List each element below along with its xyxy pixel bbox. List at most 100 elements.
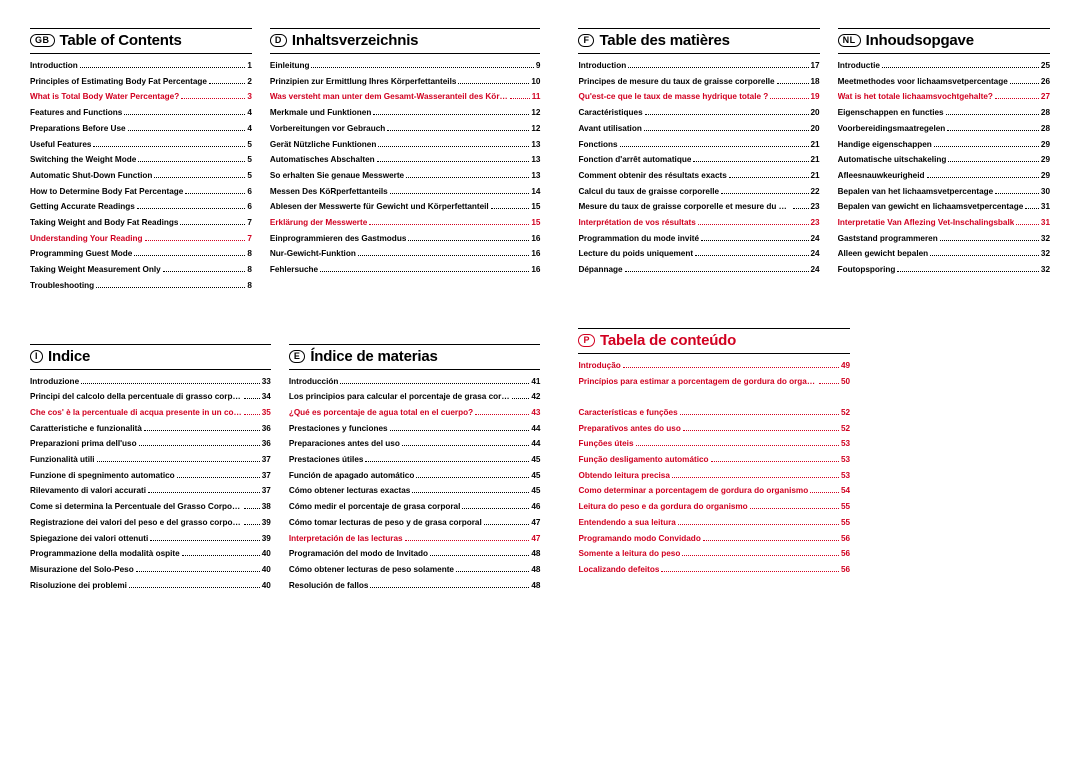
entry-page: 46	[531, 503, 540, 511]
entry-page: 8	[247, 266, 252, 274]
toc-entry: Programación del modo de Invitado48	[289, 550, 541, 558]
toc-entry: Cómo obtener lecturas de peso solamente4…	[289, 566, 541, 574]
lang-badge: GB	[30, 34, 55, 47]
title-text: Table of Contents	[60, 32, 182, 49]
entry-title: Somente a leitura do peso	[578, 550, 680, 558]
block-title: FTable des matières	[578, 28, 819, 54]
entry-title: Funzionalità utili	[30, 456, 95, 464]
entry-page: 1	[247, 62, 252, 70]
toc-entry: Getting Accurate Readings6	[30, 203, 252, 211]
dots	[456, 571, 529, 572]
entry-page: 24	[811, 266, 820, 274]
entry-page: 54	[841, 487, 850, 495]
entry-title: Foutopsporing	[838, 266, 896, 274]
entry-page: 7	[247, 219, 252, 227]
toc-entry: Introduction1	[30, 62, 252, 70]
toc-block: EÍndice de materiasIntroducción41Los pri…	[289, 344, 541, 598]
entry-page: 8	[247, 282, 252, 290]
dots	[405, 540, 530, 541]
toc-entry: Principles of Estimating Body Fat Percen…	[30, 78, 252, 86]
entry-title: Comment obtenir des résultats exacts	[578, 172, 726, 180]
dots	[180, 224, 245, 225]
entry-page: 37	[262, 487, 271, 495]
dots	[510, 98, 530, 99]
entry-title: Ablesen der Messwerte für Gewicht und Kö…	[270, 203, 489, 211]
entry-page: 30	[1041, 188, 1050, 196]
lang-badge: E	[289, 350, 306, 363]
entry-title: Qu'est-ce que le taux de masse hydrique …	[578, 93, 768, 101]
entry-title: Useful Features	[30, 141, 91, 149]
entry-title: Afleesnauwkeurigheid	[838, 172, 925, 180]
entry-page: 14	[531, 188, 540, 196]
entry-title: Was versteht man unter dem Gesamt-Wasser…	[270, 93, 508, 101]
entry-title: Einprogrammieren des Gastmodus	[270, 235, 407, 243]
toc-entry: Preparazioni prima dell'uso36	[30, 440, 271, 448]
entry-page: 40	[262, 550, 271, 558]
entry-title: Resolución de fallos	[289, 582, 369, 590]
toc-entry: Nur-Gewicht-Funktion16	[270, 250, 541, 258]
entry-page: 28	[1041, 109, 1050, 117]
toc-entry: Principes de mesure du taux de graisse c…	[578, 78, 819, 86]
entry-title: Programmazione della modalità ospite	[30, 550, 180, 558]
entry-title: Risoluzione dei problemi	[30, 582, 127, 590]
toc-entry: Useful Features5	[30, 141, 252, 149]
entry-title: Alleen gewicht bepalen	[838, 250, 929, 258]
entry-title: Automatic Shut-Down Function	[30, 172, 152, 180]
entry-page: 19	[811, 93, 820, 101]
dots	[946, 114, 1039, 115]
dots	[819, 383, 839, 384]
toc-entry: Mesure du taux de graisse corporelle et …	[578, 203, 819, 211]
entry-page: 12	[531, 109, 540, 117]
toc-entry: Vorbereitungen vor Gebrauch12	[270, 125, 541, 133]
toc-block: NLInhoudsopgaveIntroductie25Meetmethodes…	[838, 28, 1050, 282]
toc-entry: Função desligamento automático53	[578, 456, 850, 464]
dots	[897, 271, 1039, 272]
entry-title: Localizando defeitos	[578, 566, 659, 574]
entry-title: Handige eigenschappen	[838, 141, 932, 149]
entry-title: Vorbereitungen vor Gebrauch	[270, 125, 385, 133]
toc-entry: Funções úteis53	[578, 440, 850, 448]
entry-title: Leitura do peso e da gordura do organism…	[578, 503, 747, 511]
entry-title: Einleitung	[270, 62, 310, 70]
toc-block: IIndiceIntroduzione33Principi del calcol…	[30, 344, 271, 598]
dots	[810, 492, 839, 493]
entry-title: Caractéristiques	[578, 109, 642, 117]
toc-entry: Prestaciones y funciones44	[289, 425, 541, 433]
entry-page: 16	[531, 266, 540, 274]
toc-entry: Comment obtenir des résultats exacts21	[578, 172, 819, 180]
lang-badge: I	[30, 350, 43, 363]
dots	[387, 130, 529, 131]
dots	[680, 414, 839, 415]
entry-title: Interpretatie Van Aflezing Vet-Inschalin…	[838, 219, 1015, 227]
entry-page: 9	[536, 62, 541, 70]
entry-page: 37	[262, 456, 271, 464]
entry-page: 44	[531, 425, 540, 433]
toc-entry: Caractéristiques20	[578, 109, 819, 117]
entry-page: 53	[841, 472, 850, 480]
entry-page: 48	[531, 582, 540, 590]
dots	[182, 555, 260, 556]
entry-title: Taking Weight and Body Fat Readings	[30, 219, 178, 227]
entry-page: 26	[1041, 78, 1050, 86]
toc-entry: Registrazione dei valori del peso e del …	[30, 519, 271, 527]
toc-entry: Fonction d'arrêt automatique21	[578, 156, 819, 164]
block-title: DInhaltsverzeichnis	[270, 28, 541, 54]
toc-entry: Gaststand programmeren32	[838, 235, 1050, 243]
dots	[644, 130, 809, 131]
entry-page: 39	[262, 519, 271, 527]
dots	[139, 445, 260, 446]
block-title: EÍndice de materias	[289, 344, 541, 370]
entry-page: 56	[841, 566, 850, 574]
entry-page: 47	[531, 535, 540, 543]
entry-page: 24	[811, 250, 820, 258]
dots	[793, 208, 809, 209]
toc-entry: Interpretación de las lecturas47	[289, 535, 541, 543]
toc-entry: Alleen gewicht bepalen32	[838, 250, 1050, 258]
entry-title: Fonctions	[578, 141, 617, 149]
dots	[620, 146, 809, 147]
dots	[948, 161, 1039, 162]
dots	[340, 383, 529, 384]
dots	[729, 177, 809, 178]
entry-page: 13	[531, 141, 540, 149]
dots	[430, 555, 529, 556]
